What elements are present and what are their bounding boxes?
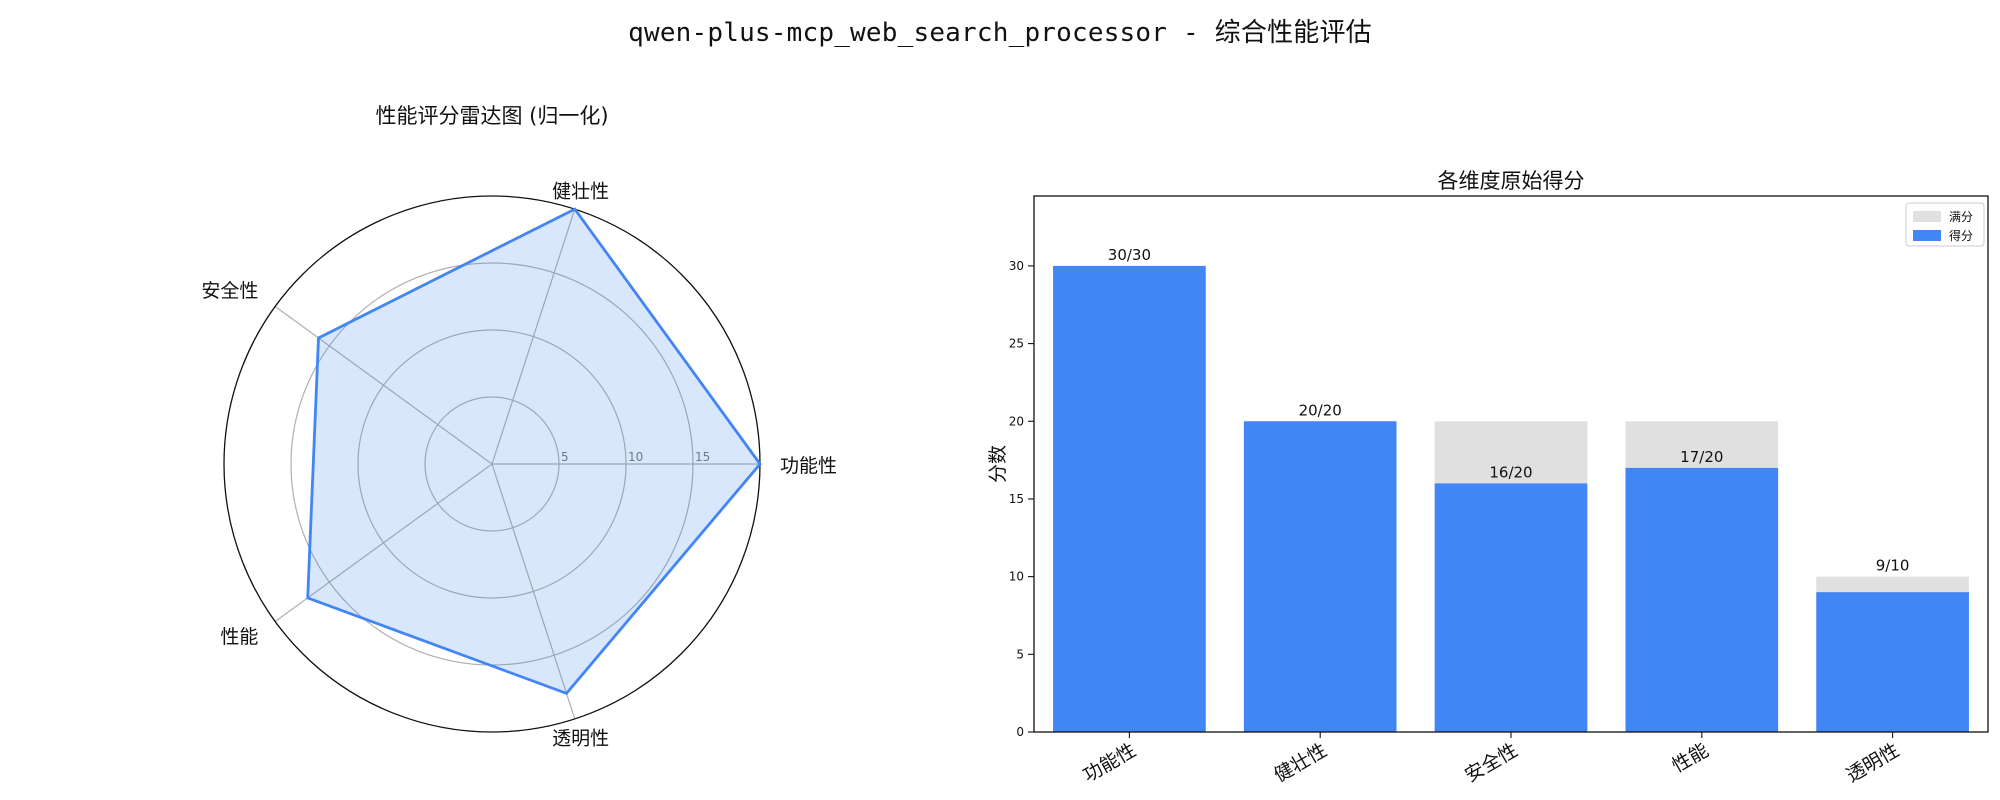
y-tick-label: 25: [1009, 337, 1024, 351]
x-tick-label: 性能: [1668, 739, 1712, 777]
radar-spoke: [274, 463, 493, 623]
y-tick-label: 5: [1016, 647, 1024, 661]
score-bar: [1816, 592, 1969, 732]
score-bar: [1243, 421, 1397, 732]
y-tick-label: 10: [1009, 570, 1024, 584]
score-bar: [1434, 483, 1588, 732]
radar-area: [307, 209, 760, 694]
x-tick-label: 透明性: [1843, 739, 1903, 787]
radar-radial-tick-label: 10: [628, 450, 643, 464]
score-bar: [1053, 265, 1206, 732]
x-tick-label: 安全性: [1461, 739, 1521, 787]
y-tick-label: 0: [1016, 725, 1024, 739]
legend-label: 满分: [1949, 210, 1973, 224]
radar-spoke: [491, 463, 576, 720]
radar-title: 性能评分雷达图 (归一化): [375, 104, 608, 128]
bar-data-label: 20/20: [1299, 401, 1342, 419]
bar-chart-title: 各维度原始得分: [1438, 169, 1585, 193]
score-bar: [1625, 467, 1779, 732]
radar-category-label: 性能: [220, 626, 258, 648]
legend-swatch: [1913, 211, 1941, 222]
radar-series-line: [306, 207, 762, 696]
bar-data-label: 16/20: [1489, 463, 1532, 481]
y-axis-label: 分数: [987, 445, 1009, 483]
radar-radial-tick-label: 5: [561, 450, 569, 464]
radar-category-label: 安全性: [201, 280, 258, 302]
bar-data-label: 17/20: [1680, 448, 1723, 466]
legend-swatch: [1913, 230, 1941, 241]
radar-radial-tick-label: 15: [695, 450, 710, 464]
radar-category-label: 健壮性: [552, 180, 609, 202]
radar-spoke: [491, 208, 576, 465]
figure-title: qwen-plus-mcp_web_search_processor - 综合性…: [628, 18, 1372, 48]
x-tick-label: 功能性: [1080, 739, 1140, 787]
legend-label: 得分: [1949, 228, 1973, 243]
radar-category-label: 透明性: [552, 728, 609, 750]
radar-category-label: 功能性: [780, 455, 837, 477]
y-tick-label: 15: [1009, 492, 1024, 506]
bar-data-label: 9/10: [1876, 557, 1910, 575]
x-tick-label: 健壮性: [1270, 739, 1330, 787]
bar-data-label: 30/30: [1108, 246, 1151, 264]
y-tick-label: 30: [1009, 259, 1024, 273]
radar-spoke: [274, 305, 493, 465]
y-tick-label: 20: [1009, 414, 1024, 428]
